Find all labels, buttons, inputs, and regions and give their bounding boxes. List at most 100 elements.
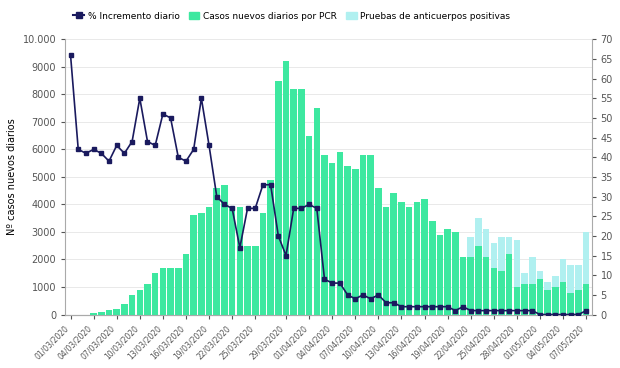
Bar — [445, 229, 451, 315]
Bar — [460, 257, 466, 315]
Bar — [183, 254, 189, 315]
Bar — [267, 180, 274, 315]
Bar — [167, 268, 174, 315]
Bar — [106, 311, 112, 315]
Bar — [260, 213, 266, 315]
Bar — [337, 152, 343, 315]
Bar — [583, 284, 590, 315]
Bar — [352, 169, 358, 315]
Bar — [252, 246, 259, 315]
Bar — [144, 284, 151, 315]
Bar — [513, 240, 520, 315]
Bar — [506, 254, 513, 315]
Bar — [414, 202, 420, 315]
Bar — [298, 89, 304, 315]
Bar — [436, 235, 443, 315]
Bar — [175, 268, 182, 315]
Bar — [560, 282, 566, 315]
Bar — [229, 207, 236, 315]
Bar — [583, 232, 590, 315]
Bar — [159, 268, 166, 315]
Bar — [344, 166, 351, 315]
Bar — [406, 207, 412, 315]
Bar — [436, 235, 443, 315]
Bar — [567, 265, 574, 315]
Bar — [237, 207, 243, 315]
Bar — [483, 229, 489, 315]
Bar — [429, 221, 435, 315]
Bar — [529, 284, 536, 315]
Bar — [475, 218, 482, 315]
Bar — [183, 254, 189, 315]
Bar — [260, 213, 266, 315]
Bar — [506, 237, 513, 315]
Bar — [490, 268, 497, 315]
Bar — [290, 89, 297, 315]
Bar — [383, 207, 389, 315]
Bar — [306, 136, 312, 315]
Bar — [352, 169, 358, 315]
Bar — [206, 207, 212, 315]
Bar — [283, 61, 290, 315]
Bar — [429, 221, 435, 315]
Bar — [98, 312, 105, 315]
Bar — [344, 166, 351, 315]
Bar — [398, 202, 405, 315]
Bar — [391, 194, 397, 315]
Bar — [206, 207, 212, 315]
Bar — [521, 284, 528, 315]
Bar — [244, 246, 251, 315]
Bar — [136, 290, 143, 315]
Bar — [560, 259, 566, 315]
Bar — [498, 270, 505, 315]
Bar — [383, 207, 389, 315]
Bar — [391, 194, 397, 315]
Bar — [229, 207, 236, 315]
Bar — [129, 295, 135, 315]
Bar — [452, 232, 459, 315]
Bar — [221, 185, 228, 315]
Bar — [421, 199, 428, 315]
Bar — [298, 89, 304, 315]
Bar — [213, 188, 220, 315]
Bar — [121, 304, 128, 315]
Bar — [144, 284, 151, 315]
Y-axis label: Nº casos nuevos diarios: Nº casos nuevos diarios — [7, 118, 17, 235]
Bar — [237, 207, 243, 315]
Bar — [190, 215, 197, 315]
Bar — [552, 287, 559, 315]
Bar — [445, 229, 451, 315]
Bar — [575, 290, 582, 315]
Bar — [552, 276, 559, 315]
Bar — [537, 279, 543, 315]
Bar — [221, 185, 228, 315]
Bar — [567, 293, 574, 315]
Bar — [244, 246, 251, 315]
Bar — [329, 163, 335, 315]
Bar — [321, 155, 328, 315]
Bar — [198, 213, 205, 315]
Bar — [290, 89, 297, 315]
Bar — [521, 273, 528, 315]
Bar — [544, 290, 551, 315]
Bar — [368, 155, 374, 315]
Bar — [452, 232, 459, 315]
Bar — [252, 246, 259, 315]
Bar — [483, 257, 489, 315]
Bar — [406, 207, 412, 315]
Bar — [537, 270, 543, 315]
Bar — [368, 155, 374, 315]
Bar — [152, 273, 159, 315]
Bar — [306, 136, 312, 315]
Bar — [360, 155, 366, 315]
Bar — [275, 81, 281, 315]
Bar — [136, 290, 143, 315]
Bar — [490, 243, 497, 315]
Bar — [467, 257, 474, 315]
Bar — [106, 311, 112, 315]
Bar — [267, 180, 274, 315]
Bar — [513, 287, 520, 315]
Bar — [375, 188, 382, 315]
Bar — [314, 108, 320, 315]
Bar — [159, 268, 166, 315]
